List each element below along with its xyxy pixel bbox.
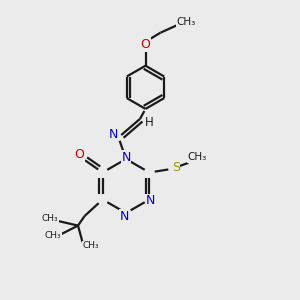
Text: O: O: [141, 38, 150, 51]
Text: CH₃: CH₃: [82, 241, 99, 250]
Text: N: N: [121, 151, 131, 164]
Text: CH₃: CH₃: [176, 17, 196, 27]
Text: O: O: [75, 148, 85, 161]
Text: N: N: [146, 194, 156, 208]
Text: S: S: [172, 161, 180, 174]
Text: N: N: [120, 209, 129, 223]
Text: CH₃: CH₃: [187, 152, 206, 163]
Text: N: N: [108, 128, 118, 142]
Text: CH₃: CH₃: [42, 214, 58, 223]
Text: CH₃: CH₃: [45, 231, 61, 240]
Text: H: H: [145, 116, 154, 129]
